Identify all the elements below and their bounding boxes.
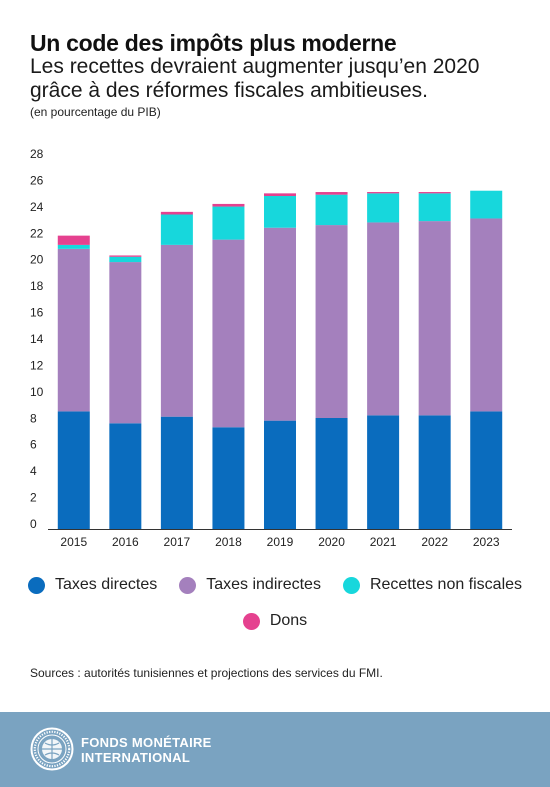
bar-stack-group xyxy=(57,190,503,529)
bar-segment-recettes-non-fiscales-2021 xyxy=(367,193,400,223)
bar-segment-taxes-indirectes-2020 xyxy=(315,225,348,418)
legend-row-1: Taxes directes Taxes indirectes Recettes… xyxy=(0,576,550,594)
y-tick-label: 20 xyxy=(30,253,44,267)
y-tick-label: 24 xyxy=(30,200,44,214)
bar-segment-taxes-indirectes-2019 xyxy=(264,227,296,421)
bar-segment-recettes-non-fiscales-2018 xyxy=(212,206,245,240)
legend-item-recettes-non-fiscales: Recettes non fiscales xyxy=(342,576,523,594)
legend-row-2: Dons xyxy=(0,612,550,630)
bar-segment-taxes-indirectes-2022 xyxy=(418,221,451,416)
y-tick-label: 18 xyxy=(30,279,44,293)
bar-segment-dons-2016 xyxy=(109,255,142,257)
legend-swatch-recettes-non-fiscales xyxy=(342,576,360,594)
x-tick-label: 2023 xyxy=(473,535,500,549)
y-tick-label: 28 xyxy=(30,147,44,161)
footer-band: FONDS MONÉTAIRE INTERNATIONAL xyxy=(0,712,550,787)
legend-swatch-taxes-indirectes xyxy=(179,576,197,594)
legend-label: Taxes indirectes xyxy=(206,576,321,593)
bar-segment-taxes-indirectes-2023 xyxy=(470,218,503,412)
bar-segment-taxes-indirectes-2018 xyxy=(212,239,245,428)
x-axis: 2015 2016 2017 2018 2019 2020 2021 2022 2023 xyxy=(60,535,499,549)
x-tick-label: 2017 xyxy=(164,535,191,549)
y-tick-label: 0 xyxy=(30,517,37,531)
bar-segment-taxes-directes-2020 xyxy=(315,418,348,529)
bar-segment-dons-2020 xyxy=(315,192,348,195)
legend-item-taxes-directes: Taxes directes xyxy=(27,576,158,594)
x-tick-label: 2018 xyxy=(215,535,242,549)
bar-segment-dons-2022 xyxy=(418,192,451,194)
bar-segment-taxes-directes-2015 xyxy=(57,411,90,529)
unit-note: (en pourcentage du PIB) xyxy=(30,105,161,119)
y-tick-label: 22 xyxy=(30,226,44,240)
bar-segment-taxes-directes-2016 xyxy=(109,423,142,529)
org-name-line-2: INTERNATIONAL xyxy=(81,750,191,765)
x-tick-label: 2021 xyxy=(370,535,397,549)
bar-segment-dons-2015 xyxy=(57,235,90,245)
bar-segment-taxes-indirectes-2015 xyxy=(57,248,90,412)
bar-segment-recettes-non-fiscales-2020 xyxy=(315,194,348,226)
bar-segment-recettes-non-fiscales-2017 xyxy=(160,214,193,245)
bar-segment-dons-2019 xyxy=(264,193,296,196)
y-tick-label: 8 xyxy=(30,411,37,425)
bar-segment-dons-2017 xyxy=(160,211,193,215)
org-name-line-1: FONDS MONÉTAIRE xyxy=(81,735,212,750)
y-tick-label: 2 xyxy=(30,491,37,505)
x-tick-label: 2020 xyxy=(318,535,345,549)
bar-segment-taxes-directes-2022 xyxy=(418,415,451,529)
x-tick-label: 2016 xyxy=(112,535,139,549)
y-tick-label: 6 xyxy=(30,438,37,452)
bar-segment-recettes-non-fiscales-2019 xyxy=(264,196,296,228)
bar-segment-taxes-directes-2023 xyxy=(470,411,503,529)
bar-segment-taxes-directes-2019 xyxy=(264,420,296,529)
imf-seal-icon xyxy=(30,727,74,771)
bar-segment-recettes-non-fiscales-2023 xyxy=(470,190,503,219)
x-tick-label: 2022 xyxy=(421,535,448,549)
legend-swatch-dons xyxy=(242,612,260,630)
x-tick-label: 2019 xyxy=(267,535,294,549)
y-tick-label: 10 xyxy=(30,385,44,399)
legend-label: Dons xyxy=(269,612,308,629)
bar-segment-dons-2018 xyxy=(212,203,245,207)
bar-segment-dons-2021 xyxy=(367,192,400,194)
legend-label: Taxes directes xyxy=(54,576,158,593)
chart-subtitle: Les recettes devraient augmenter jusqu’e… xyxy=(30,55,480,102)
bar-segment-taxes-indirectes-2017 xyxy=(160,244,193,417)
y-tick-label: 12 xyxy=(30,358,44,372)
legend-swatch-taxes-directes xyxy=(27,576,45,594)
bar-segment-recettes-non-fiscales-2016 xyxy=(109,256,142,263)
bar-segment-taxes-directes-2021 xyxy=(367,415,400,529)
legend-item-taxes-indirectes: Taxes indirectes xyxy=(179,576,321,594)
org-name: FONDS MONÉTAIRE INTERNATIONAL xyxy=(81,735,212,765)
y-tick-label: 14 xyxy=(30,332,44,346)
legend-item-dons: Dons xyxy=(242,612,308,630)
chart-title: Un code des impôts plus moderne xyxy=(30,30,397,56)
bar-segment-taxes-directes-2018 xyxy=(212,427,245,529)
bar-segment-recettes-non-fiscales-2022 xyxy=(418,193,451,222)
x-tick-label: 2015 xyxy=(60,535,87,549)
bar-segment-taxes-directes-2017 xyxy=(160,416,193,529)
source-note: Sources : autorités tunisiennes et proje… xyxy=(30,666,383,680)
bar-segment-taxes-indirectes-2016 xyxy=(109,262,142,424)
y-tick-label: 16 xyxy=(30,306,44,320)
bar-segment-recettes-non-fiscales-2015 xyxy=(57,244,90,249)
y-tick-label: 4 xyxy=(30,464,37,478)
bar-segment-taxes-indirectes-2021 xyxy=(367,222,400,416)
legend-label: Recettes non fiscales xyxy=(369,576,523,593)
y-tick-label: 26 xyxy=(30,173,44,187)
